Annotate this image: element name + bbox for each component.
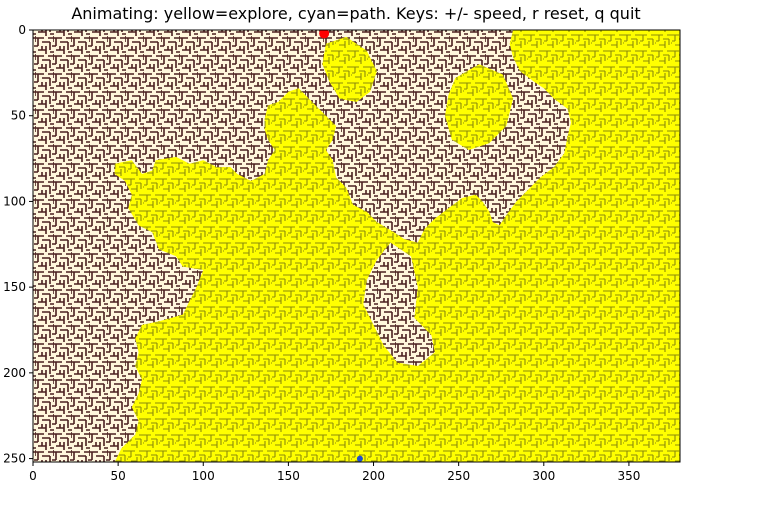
x-tick-label: 200 — [362, 469, 385, 483]
axes-frame — [32, 29, 681, 463]
x-tick-label: 350 — [617, 469, 640, 483]
explored-island — [445, 64, 514, 150]
y-tick-label: 0 — [18, 23, 26, 37]
y-tick-label: 100 — [3, 194, 26, 208]
figure-title: Animating: yellow=explore, cyan=path. Ke… — [71, 4, 641, 23]
unexplored-pocket — [363, 242, 435, 366]
x-tick-label: 0 — [29, 469, 37, 483]
y-tick-label: 200 — [3, 366, 26, 380]
goal-marker — [356, 455, 363, 462]
explored-patch — [322, 36, 377, 102]
start-marker — [319, 30, 330, 39]
x-tick-label: 250 — [447, 469, 470, 483]
x-tick-label: 150 — [277, 469, 300, 483]
x-tick-label: 50 — [110, 469, 125, 483]
x-tick-label: 300 — [532, 469, 555, 483]
y-tick-label: 250 — [3, 452, 26, 466]
y-axis: 0 50 100 150 200 250 — [3, 23, 33, 466]
overlay-layer — [114, 30, 680, 462]
explored-region — [114, 30, 680, 462]
y-tick-label: 50 — [11, 109, 26, 123]
x-tick-label: 100 — [192, 469, 215, 483]
y-tick-label: 150 — [3, 280, 26, 294]
unexplored-pocket — [411, 132, 469, 209]
x-axis: 0 50 100 150 200 250 300 350 — [29, 462, 640, 483]
